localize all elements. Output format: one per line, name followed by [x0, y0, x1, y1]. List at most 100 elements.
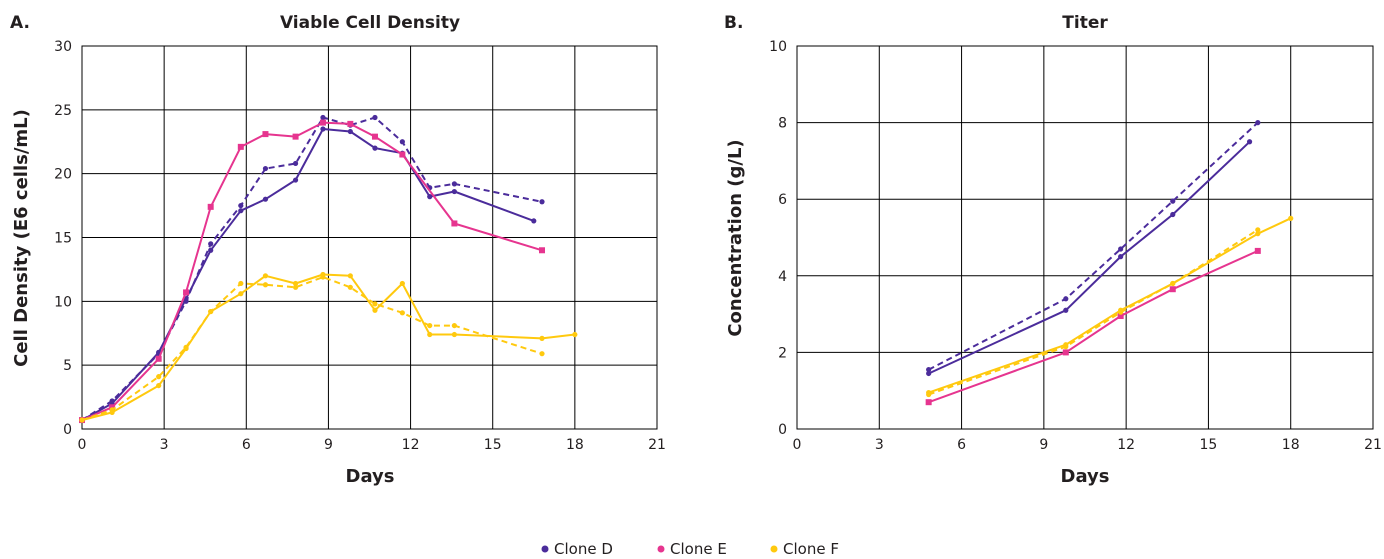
panel-a-x-tick-label: 9 [324, 437, 333, 453]
panel-a-y-tick-label: 30 [54, 39, 72, 55]
panel-a-data-point-clone_d [451, 181, 457, 187]
legend-marker-clone-d [541, 545, 549, 553]
panel-b-data-point-clone_d [1063, 307, 1069, 313]
panel-a-data-point-clone_d [427, 194, 433, 200]
panel-a-data-point-clone_f [399, 280, 405, 287]
panel-a-title: Viable Cell Density [280, 13, 460, 33]
panel-a-y-tick-label: 25 [54, 103, 72, 119]
panel-a-data-point-clone_d [372, 145, 378, 151]
panel-a-y-tick-label: 0 [63, 422, 72, 438]
panel-a-data-point-clone_f [427, 331, 433, 338]
panel-a-data-point-clone_d [320, 126, 326, 132]
viable-cell-density-chart: A. Viable Cell Density 0 3 6 9 12 15 18 21 0 5 10 1… [10, 13, 666, 487]
panel-a-data-point-clone_d [238, 208, 244, 214]
panel-a-x-axis-title: Days [346, 466, 395, 487]
panel-a-data-point-clone_f [156, 374, 162, 380]
panel-b-x-tick-label: 9 [1039, 437, 1048, 453]
panel-b-x-tick-label: 0 [793, 437, 802, 453]
panel-a-x-tick-label: 6 [242, 437, 251, 453]
panel-b-grid [796, 45, 1374, 430]
panel-a-data-point-clone_e [207, 203, 214, 210]
panel-b-y-axis-title: Concentration (g/L) [725, 139, 746, 336]
legend-item-clone-f: Clone F [770, 540, 839, 558]
panel-a-data-point-clone_f [238, 280, 244, 287]
panel-a-data-point-clone_d [292, 177, 299, 183]
panel-a-data-point-clone_e [319, 119, 326, 126]
panel-a-data-point-clone_f [451, 322, 457, 329]
panel-a-data-point-clone_e [292, 133, 299, 140]
panel-a-series-line-clone_f-dashed [81, 276, 543, 422]
panel-a-series [79, 114, 578, 424]
panel-b-data-point-clone_f [926, 391, 932, 398]
panel-b-y-tick-label: 0 [778, 422, 787, 438]
panel-b-x-tick-label: 15 [1200, 437, 1218, 453]
panel-b-series [925, 120, 1294, 406]
panel-b-data-point-clone_f [1118, 309, 1124, 315]
panel-b-data-point-clone_d [1170, 211, 1176, 218]
panel-a-x-tick-label: 18 [566, 437, 584, 453]
panel-b-data-point-clone_d [926, 367, 932, 373]
panel-b-letter: B. [724, 13, 743, 33]
panel-b-y-tick-label: 2 [778, 345, 787, 361]
panel-a-data-point-clone_d [347, 128, 353, 135]
legend-label-clone-f: Clone F [783, 540, 839, 558]
panel-a-letter: A. [10, 13, 30, 33]
legend: Clone D Clone E Clone F [541, 540, 839, 558]
legend-label-clone-e: Clone E [670, 540, 727, 558]
panel-a-data-point-clone_d [208, 241, 214, 247]
panel-a-y-axis-title: Cell Density (E6 cells/mL) [11, 109, 32, 367]
legend-marker-clone-e [657, 545, 665, 553]
panel-a-data-point-clone_f [292, 284, 299, 290]
panel-a-data-point-clone_d [531, 218, 537, 224]
panel-b-title: Titer [1062, 13, 1108, 33]
panel-a-data-point-clone_f [539, 351, 545, 357]
panel-b-x-tick-label: 12 [1117, 437, 1135, 453]
panel-a-x-tick-label: 12 [402, 437, 420, 453]
panel-a-data-point-clone_d [208, 247, 214, 253]
panel-a-data-point-clone_d [320, 114, 326, 121]
panel-a-data-point-clone_e [183, 289, 190, 296]
panel-b-x-tick-label: 3 [875, 437, 884, 453]
panel-b-data-point-clone_d [926, 370, 932, 377]
panel-a-series-line-clone_f-solid [81, 273, 576, 422]
panel-a-y-tick-label: 10 [54, 294, 72, 310]
panel-a-ticks: 0 3 6 9 12 15 18 21 0 5 10 15 20 25 30 [54, 39, 666, 453]
panel-a-data-point-clone_f [79, 417, 85, 423]
panel-b-y-tick-label: 6 [778, 192, 787, 208]
panel-b-data-point-clone_e [1117, 313, 1124, 320]
panel-b-data-point-clone_d [1118, 254, 1124, 260]
panel-b-ticks: 0 3 6 9 12 15 18 21 0 2 4 6 8 10 [769, 39, 1382, 453]
panel-a-data-point-clone_d [539, 199, 545, 205]
panel-b-data-point-clone_d [1170, 198, 1176, 204]
panel-a-series-line-clone_d-solid [81, 128, 535, 421]
panel-b-data-point-clone_d [1118, 246, 1124, 252]
panel-a-data-point-clone_f [208, 308, 214, 315]
panel-a-data-point-clone_f [262, 282, 269, 288]
panel-a-data-point-clone_f [156, 382, 162, 389]
panel-a-y-tick-label: 20 [54, 167, 72, 183]
panel-a-data-point-clone_d [262, 165, 269, 172]
panel-b-data-point-clone_f [1288, 215, 1294, 221]
panel-a-data-point-clone_e [262, 131, 269, 138]
legend-item-clone-d: Clone D [541, 540, 613, 558]
panel-a-data-point-clone_e [399, 151, 406, 158]
panel-a-data-point-clone_e [155, 355, 162, 362]
panel-b-data-point-clone_d [1063, 296, 1069, 302]
panel-a-data-point-clone_d [262, 196, 269, 202]
legend-marker-clone-f [770, 545, 778, 553]
panel-b-series-line-clone_d-dashed [928, 121, 1259, 371]
panel-a-data-point-clone_f [372, 301, 378, 307]
panel-a-x-tick-label: 15 [484, 437, 502, 453]
panel-a-data-point-clone_f [320, 274, 326, 280]
panel-a-x-tick-label: 3 [160, 437, 169, 453]
panel-a-data-point-clone_d [183, 298, 189, 304]
panel-a-plot-frame [81, 45, 658, 430]
panel-a-data-point-clone_f [347, 284, 353, 290]
panel-a-data-point-clone_f [347, 273, 353, 279]
legend-item-clone-e: Clone E [657, 540, 727, 558]
panel-b-y-tick-label: 4 [778, 269, 787, 285]
panel-a-data-point-clone_f [238, 291, 244, 297]
panel-a-x-tick-label: 0 [78, 437, 87, 453]
panel-a-data-point-clone_f [183, 344, 189, 350]
